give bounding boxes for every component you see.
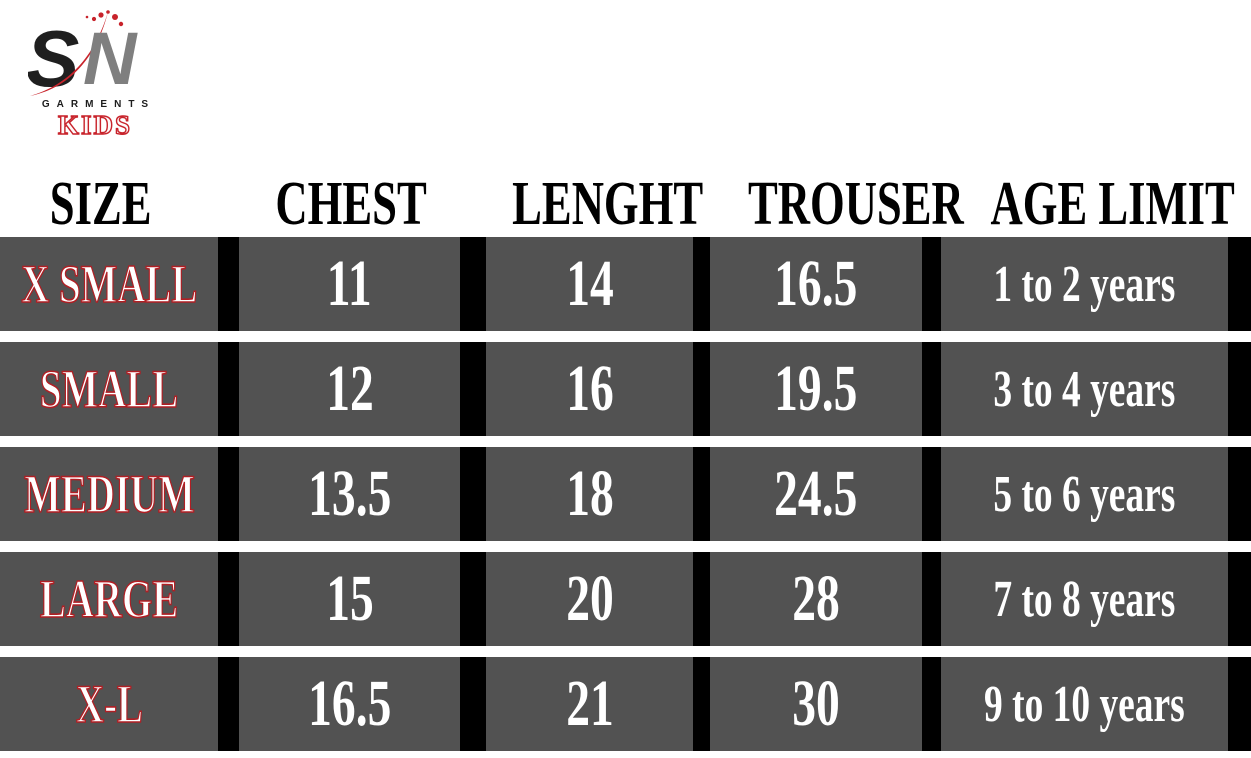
length-cell: 20 xyxy=(486,552,693,646)
right-edge-strip xyxy=(1228,657,1251,751)
chest-cell: 12 xyxy=(239,342,460,436)
right-edge-strip xyxy=(1228,552,1251,646)
header-trouser: TROUSER xyxy=(748,169,964,238)
table-row: X-L 16.5 21 30 9 to 10 years xyxy=(0,657,1251,751)
length-cell: 21 xyxy=(486,657,693,751)
column-divider xyxy=(693,237,710,331)
trouser-cell: 16.5 xyxy=(710,237,922,331)
column-divider xyxy=(218,237,239,331)
table-row: X SMALL 11 14 16.5 1 to 2 years xyxy=(0,237,1251,331)
header-age-limit: AGE LIMIT xyxy=(990,169,1235,238)
table-header-row: SIZE CHEST LENGHT TROUSER AGE LIMIT xyxy=(0,156,1251,237)
column-divider xyxy=(460,552,486,646)
age-cell: 9 to 10 years xyxy=(941,657,1228,751)
right-edge-strip xyxy=(1228,447,1251,541)
length-cell: 14 xyxy=(486,237,693,331)
header-size: SIZE xyxy=(50,169,152,238)
age-cell: 3 to 4 years xyxy=(941,342,1228,436)
brand-logo: S N GARMENTS KIDS xyxy=(28,6,162,141)
header-chest: CHEST xyxy=(275,169,428,238)
size-cell: SMALL xyxy=(0,342,218,436)
table-row: LARGE 15 20 28 7 to 8 years xyxy=(0,552,1251,646)
chest-cell: 16.5 xyxy=(239,657,460,751)
column-divider xyxy=(922,342,941,436)
chest-cell: 15 xyxy=(239,552,460,646)
size-table: X SMALL 11 14 16.5 1 to 2 years SMALL 12… xyxy=(0,237,1251,751)
column-divider xyxy=(218,657,239,751)
sn-monogram-icon: S N xyxy=(28,10,138,98)
chest-cell: 11 xyxy=(239,237,460,331)
column-divider xyxy=(460,237,486,331)
column-divider xyxy=(922,552,941,646)
column-divider xyxy=(218,447,239,541)
age-cell: 5 to 6 years xyxy=(941,447,1228,541)
column-divider xyxy=(922,237,941,331)
logo-dots-icon xyxy=(85,10,124,27)
trouser-cell: 30 xyxy=(710,657,922,751)
column-divider xyxy=(693,342,710,436)
size-cell: X-L xyxy=(0,657,218,751)
column-divider xyxy=(922,447,941,541)
chest-cell: 13.5 xyxy=(239,447,460,541)
column-divider xyxy=(460,447,486,541)
column-divider xyxy=(218,342,239,436)
header-length: LENGHT xyxy=(512,169,704,238)
column-divider xyxy=(218,552,239,646)
length-cell: 18 xyxy=(486,447,693,541)
logo-letter-s: S xyxy=(28,14,79,98)
length-cell: 16 xyxy=(486,342,693,436)
table-row: MEDIUM 13.5 18 24.5 5 to 6 years xyxy=(0,447,1251,541)
trouser-cell: 19.5 xyxy=(710,342,922,436)
size-cell: LARGE xyxy=(0,552,218,646)
age-cell: 1 to 2 years xyxy=(941,237,1228,331)
column-divider xyxy=(460,657,486,751)
table-row: SMALL 12 16 19.5 3 to 4 years xyxy=(0,342,1251,436)
age-cell: 7 to 8 years xyxy=(941,552,1228,646)
size-cell: X SMALL xyxy=(0,237,218,331)
brand-kids-badge: KIDS xyxy=(57,109,133,140)
column-divider xyxy=(922,657,941,751)
column-divider xyxy=(693,552,710,646)
column-divider xyxy=(460,342,486,436)
size-cell: MEDIUM xyxy=(0,447,218,541)
right-edge-strip xyxy=(1228,342,1251,436)
trouser-cell: 28 xyxy=(710,552,922,646)
right-edge-strip xyxy=(1228,237,1251,331)
column-divider xyxy=(693,657,710,751)
trouser-cell: 24.5 xyxy=(710,447,922,541)
brand-subtitle: GARMENTS xyxy=(41,99,156,110)
column-divider xyxy=(693,447,710,541)
logo-letter-n: N xyxy=(83,17,138,98)
